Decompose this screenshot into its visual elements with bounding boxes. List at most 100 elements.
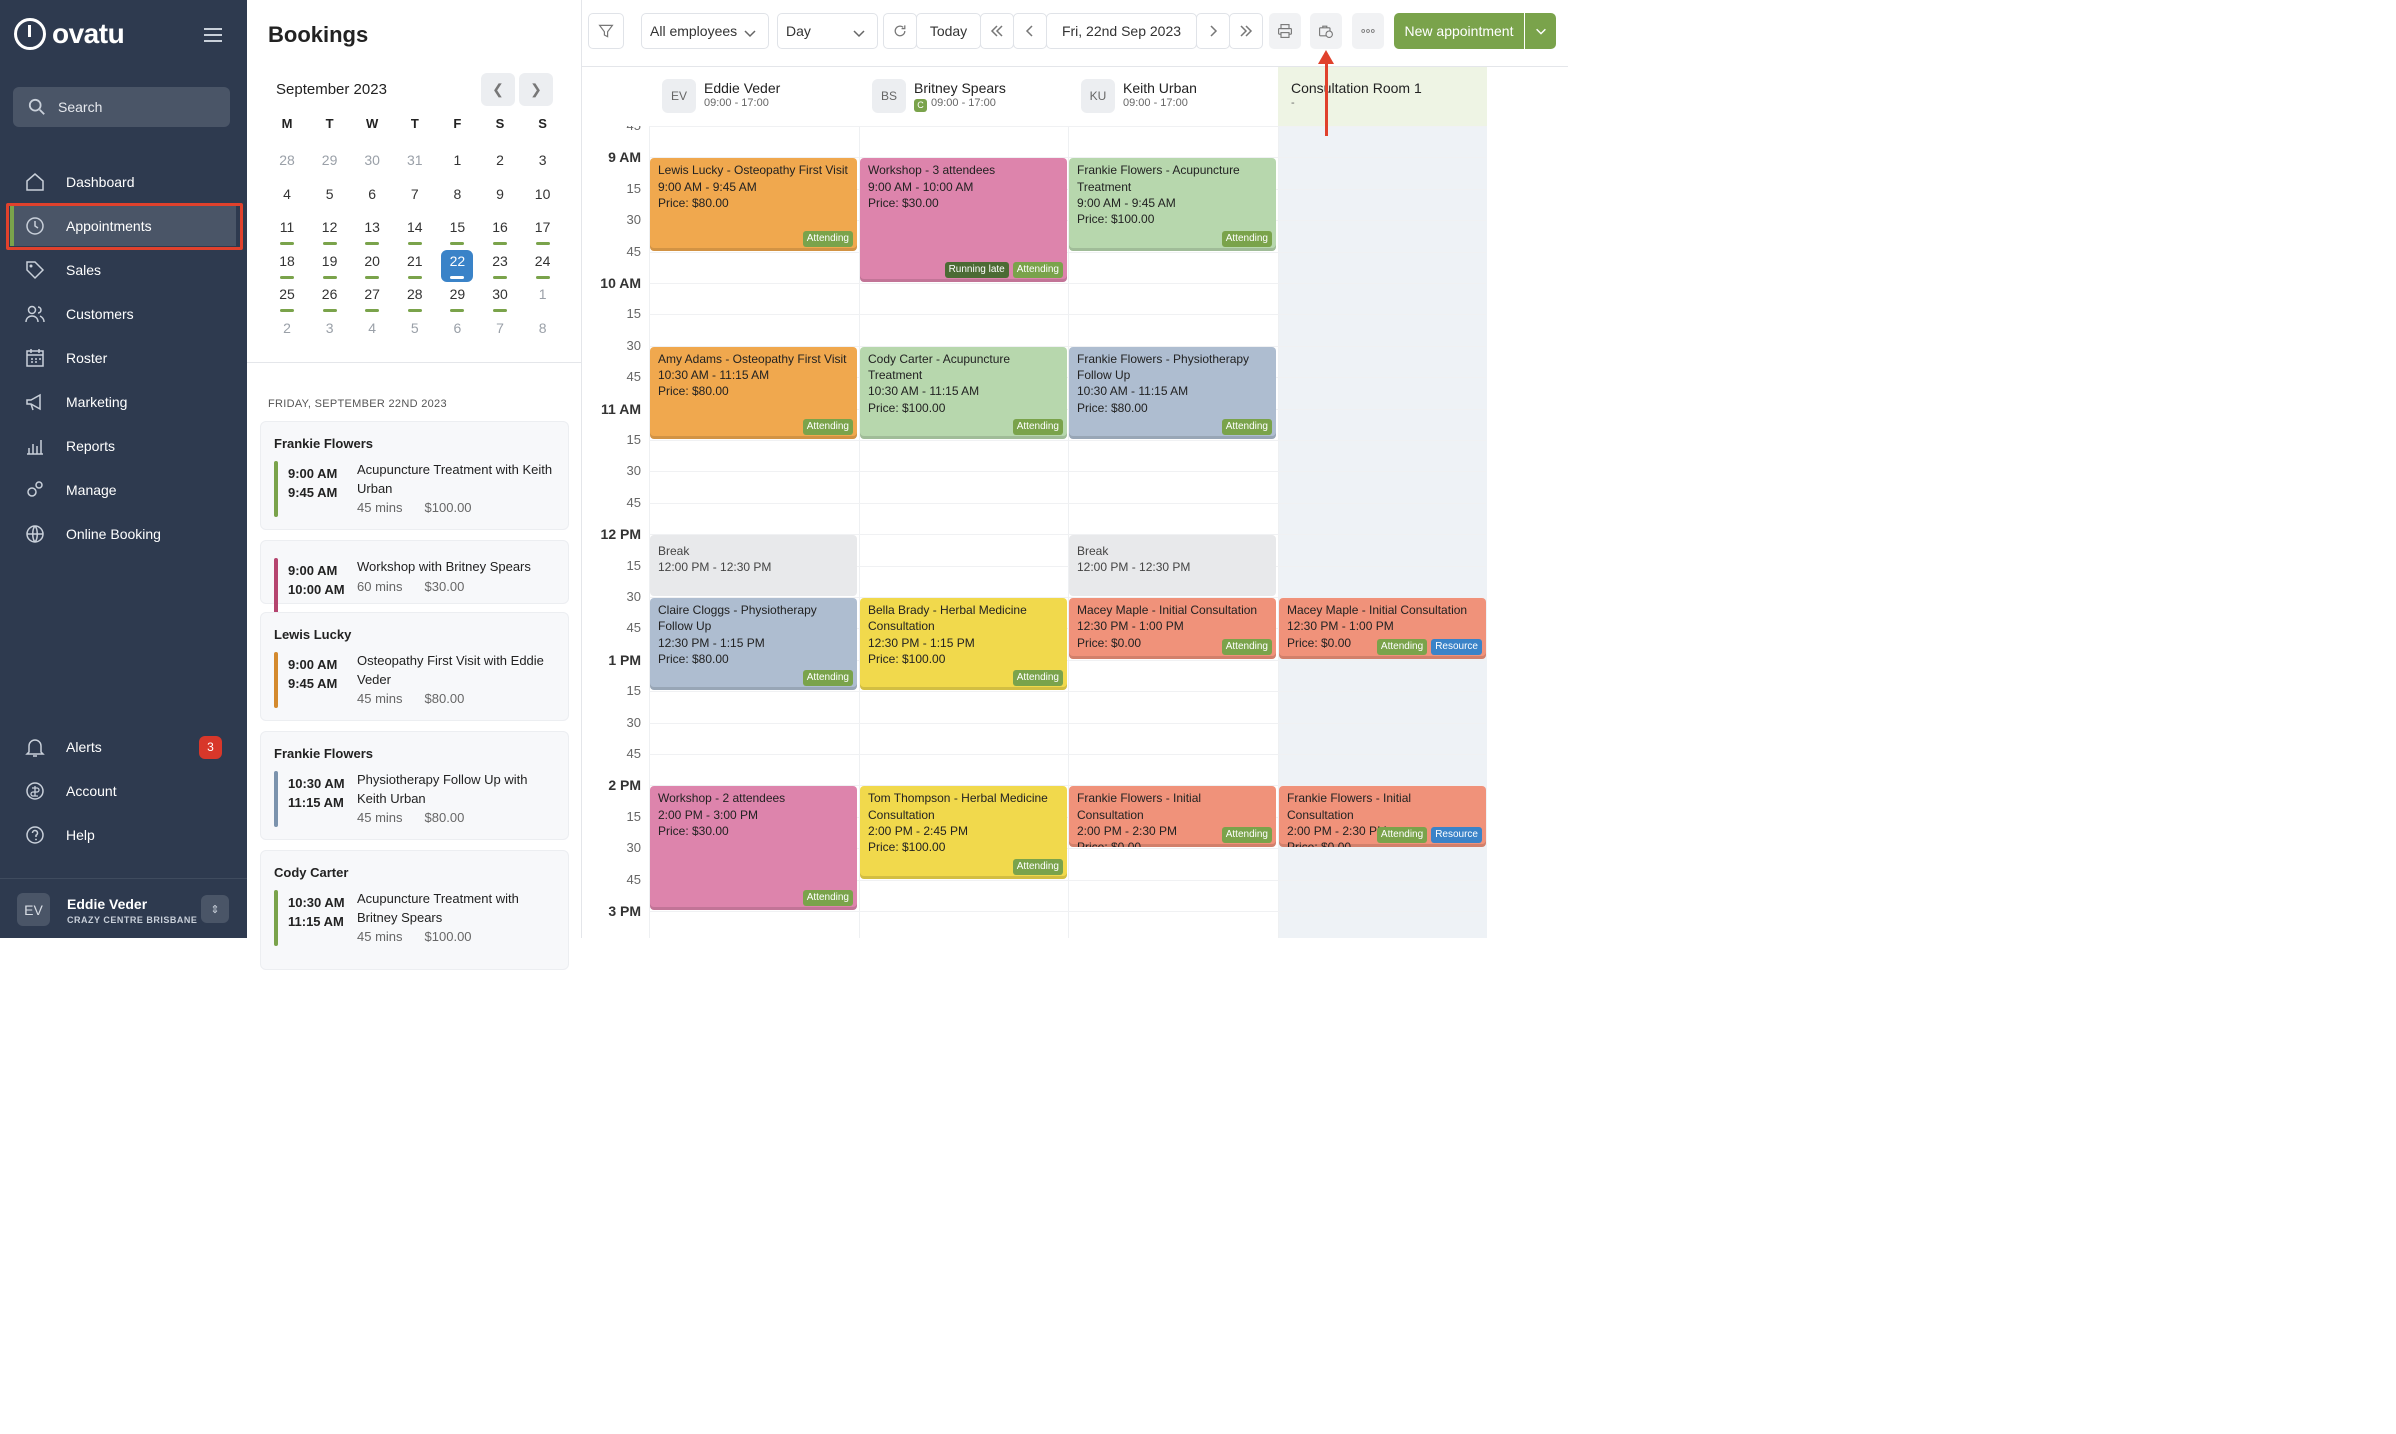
calendar-day[interactable]: 28 — [394, 286, 436, 316]
user-profile[interactable]: EV Eddie Veder CRAZY CENTRE BRISBANE ⇕ — [0, 878, 247, 938]
column-header-consultation-room-1[interactable]: Consultation Room 1- — [1278, 67, 1487, 126]
search-input[interactable]: Search — [13, 87, 230, 127]
appointment-block[interactable]: Frankie Flowers - Acupuncture Treatment 9… — [1069, 158, 1276, 251]
prev-week-button[interactable] — [980, 13, 1014, 49]
booking-card[interactable]: Frankie Flowers 9:00 AM 9:45 AM Acupuncture… — [260, 421, 569, 530]
next-day-button[interactable] — [1196, 13, 1230, 49]
calendar-day[interactable]: 30 — [479, 286, 521, 316]
calendar-day[interactable]: 4 — [266, 186, 308, 216]
calendar-day[interactable]: 17 — [522, 219, 564, 249]
column-header-keith-urban[interactable]: KU Keith Urban 09:00 - 17:00 — [1068, 67, 1277, 126]
calendar-day[interactable]: 5 — [394, 320, 436, 350]
calendar-day[interactable]: 24 — [522, 253, 564, 283]
calendar-day[interactable]: 12 — [309, 219, 351, 249]
sidebar-item-alerts[interactable]: Alerts 3 — [0, 727, 247, 767]
break-block[interactable]: Break 12:00 PM - 12:30 PM — [1069, 535, 1276, 596]
appointment-block[interactable]: Workshop - 3 attendees 9:00 AM - 10:00 AM… — [860, 158, 1067, 282]
calendar-day[interactable]: 29 — [309, 152, 351, 182]
appointment-block[interactable]: Workshop - 2 attendees 2:00 PM - 3:00 PM P… — [650, 786, 857, 910]
ovatu-logo[interactable]: ovatu — [14, 18, 125, 50]
sidebar-item-help[interactable]: Help — [0, 815, 247, 855]
calendar-day[interactable]: 23 — [479, 253, 521, 283]
new-appointment-dropdown[interactable] — [1525, 13, 1556, 49]
calendar-day[interactable]: 31 — [394, 152, 436, 182]
calendar-day[interactable]: 2 — [266, 320, 308, 350]
appointment-block[interactable]: Frankie Flowers - Initial Consultation 2:… — [1069, 786, 1276, 848]
appointment-block[interactable]: Frankie Flowers - Physiotherapy Follow U… — [1069, 346, 1276, 439]
calendar-day[interactable]: 30 — [351, 152, 393, 182]
calendar-day[interactable]: 7 — [394, 186, 436, 216]
prev-day-button[interactable] — [1013, 13, 1047, 49]
appointment-block[interactable]: Tom Thompson - Herbal Medicine Consultat… — [860, 786, 1067, 879]
sidebar-item-account[interactable]: Account — [0, 771, 247, 811]
calendar-day[interactable]: 19 — [309, 253, 351, 283]
column-header-eddie-veder[interactable]: EV Eddie Veder 09:00 - 17:00 — [649, 67, 858, 126]
calendar-day[interactable]: 7 — [479, 320, 521, 350]
calendar-day[interactable]: 1 — [522, 286, 564, 316]
sidebar-item-reports[interactable]: Reports — [0, 426, 247, 466]
calendar-day[interactable]: 13 — [351, 219, 393, 249]
print-button[interactable] — [1269, 13, 1301, 49]
appointment-block[interactable]: Bella Brady - Herbal Medicine Consultati… — [860, 598, 1067, 691]
calendar-day[interactable]: 22 — [436, 249, 478, 283]
next-week-button[interactable] — [1229, 13, 1263, 49]
resources-button[interactable] — [1310, 13, 1342, 49]
calendar-day[interactable]: 15 — [436, 219, 478, 249]
employees-select[interactable]: All employees — [641, 13, 769, 49]
sidebar-item-manage[interactable]: Manage — [0, 470, 247, 510]
appointment-block[interactable]: Macey Maple - Initial Consultation 12:30 … — [1279, 598, 1486, 659]
sidebar-item-dashboard[interactable]: Dashboard — [0, 162, 247, 202]
calendar-day[interactable]: 11 — [266, 219, 308, 249]
calendar-day[interactable]: 14 — [394, 219, 436, 249]
calendar-day[interactable]: 8 — [436, 186, 478, 216]
sidebar-item-customers[interactable]: Customers — [0, 294, 247, 334]
appointment-block[interactable]: Lewis Lucky - Osteopathy First Visit 9:00… — [650, 158, 857, 251]
calendar-day[interactable]: 26 — [309, 286, 351, 316]
calendar-column[interactable] — [1068, 126, 1277, 938]
date-picker[interactable]: Fri, 22nd Sep 2023 — [1046, 13, 1197, 49]
calendar-day[interactable]: 8 — [522, 320, 564, 350]
booking-card[interactable]: Frankie Flowers 10:30 AM 11:15 AM Physiothe… — [260, 731, 569, 840]
booking-card[interactable]: Cody Carter 10:30 AM 11:15 AM Acupuncture T… — [260, 850, 569, 970]
sidebar-item-marketing[interactable]: Marketing — [0, 382, 247, 422]
calendar-day[interactable]: 9 — [479, 186, 521, 216]
calendar-day[interactable]: 21 — [394, 253, 436, 283]
expand-collapse-icon[interactable]: ⇕ — [201, 895, 229, 923]
calendar-day[interactable]: 27 — [351, 286, 393, 316]
filter-button[interactable] — [588, 13, 624, 49]
next-month-button[interactable]: ❯ — [519, 73, 553, 106]
today-button[interactable]: Today — [916, 13, 981, 49]
appointment-block[interactable]: Claire Cloggs - Physiotherapy Follow Up 1… — [650, 598, 857, 691]
appointment-block[interactable]: Cody Carter - Acupuncture Treatment 10:30… — [860, 346, 1067, 439]
column-header-britney-spears[interactable]: BS Britney Spears C 09:00 - 17:00 — [859, 67, 1068, 126]
prev-month-button[interactable]: ❮ — [481, 73, 515, 106]
booking-card[interactable]: Lewis Lucky 9:00 AM 9:45 AM Osteopathy Firs… — [260, 612, 569, 721]
calendar-day[interactable]: 18 — [266, 253, 308, 283]
appointment-block[interactable]: Frankie Flowers - Initial Consultation 2:… — [1279, 786, 1486, 848]
booking-card[interactable]: 9:00 AM 10:00 AM Workshop with Britney Spe… — [260, 540, 569, 614]
sidebar-item-appointments[interactable]: Appointments — [10, 206, 236, 246]
calendar-day[interactable]: 6 — [351, 186, 393, 216]
menu-icon[interactable] — [204, 28, 222, 42]
calendar-day[interactable]: 10 — [522, 186, 564, 216]
calendar-day[interactable]: 1 — [436, 152, 478, 182]
new-appointment-button[interactable]: New appointment — [1394, 13, 1524, 49]
calendar-day[interactable]: 6 — [436, 320, 478, 350]
calendar-day[interactable]: 28 — [266, 152, 308, 182]
appointment-block[interactable]: Amy Adams - Osteopathy First Visit 10:30 … — [650, 346, 857, 439]
calendar-day[interactable]: 3 — [522, 152, 564, 182]
calendar-day[interactable]: 3 — [309, 320, 351, 350]
break-block[interactable]: Break 12:00 PM - 12:30 PM — [650, 535, 857, 596]
day-calendar-grid[interactable]: 45 9 AM 15 30 45 10 AM 15 30 45 11 AM 15 30 45 12 PM 1… — [582, 126, 1568, 938]
calendar-day[interactable]: 2 — [479, 152, 521, 182]
calendar-day[interactable]: 5 — [309, 186, 351, 216]
sidebar-item-sales[interactable]: Sales — [0, 250, 247, 290]
more-options-button[interactable] — [1352, 13, 1384, 49]
calendar-column[interactable] — [859, 126, 1068, 938]
sidebar-item-online-booking[interactable]: Online Booking — [0, 514, 247, 554]
calendar-day[interactable]: 25 — [266, 286, 308, 316]
calendar-day[interactable]: 20 — [351, 253, 393, 283]
appointment-block[interactable]: Macey Maple - Initial Consultation 12:30 … — [1069, 598, 1276, 659]
refresh-button[interactable] — [883, 13, 917, 49]
calendar-day[interactable]: 16 — [479, 219, 521, 249]
